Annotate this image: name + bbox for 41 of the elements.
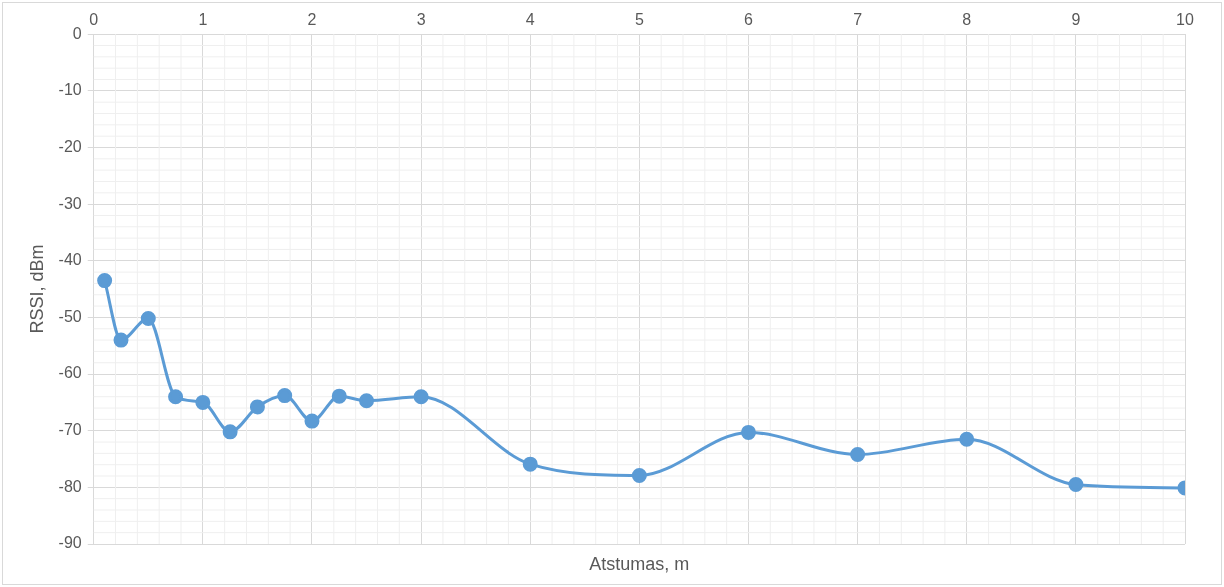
y-tick-label: -80 xyxy=(58,477,82,495)
x-tick-label: 0 xyxy=(89,11,99,29)
y-tick-label: 0 xyxy=(72,24,82,42)
x-tick-label: 5 xyxy=(634,11,644,29)
point xyxy=(168,389,184,405)
y-tick-label: -70 xyxy=(58,421,82,439)
point xyxy=(97,273,113,289)
y-tick-label: -50 xyxy=(58,307,82,325)
y-tick-label: -30 xyxy=(58,194,82,212)
y-tick-label: -40 xyxy=(58,251,82,269)
point xyxy=(850,447,866,462)
y-tick-label: -60 xyxy=(58,364,82,382)
point xyxy=(331,388,347,404)
point xyxy=(522,456,538,472)
point xyxy=(413,389,429,405)
y-tick-label: -90 xyxy=(58,534,82,552)
y-tick-label: -10 xyxy=(58,81,82,99)
x-tick-label: 9 xyxy=(1071,11,1081,29)
point xyxy=(959,431,975,447)
x-tick-label: 4 xyxy=(525,11,535,29)
point xyxy=(359,393,375,409)
point xyxy=(1068,477,1084,493)
point xyxy=(195,394,211,410)
point xyxy=(140,311,156,327)
point xyxy=(304,413,320,429)
x-tick-label: 2 xyxy=(307,11,317,29)
x-tick-label: 3 xyxy=(416,11,426,29)
x-tick-label: 10 xyxy=(1176,11,1194,29)
x-tick-label: 6 xyxy=(744,11,754,29)
point xyxy=(277,388,293,404)
x-axis-title: Atstumas, m xyxy=(589,553,690,574)
point xyxy=(249,399,265,415)
point xyxy=(222,424,238,440)
point xyxy=(740,424,756,440)
x-tick-label: 1 xyxy=(198,11,208,29)
x-tick-label: 7 xyxy=(853,11,863,29)
point xyxy=(631,467,647,483)
point xyxy=(113,332,129,348)
y-tick-label: -20 xyxy=(58,137,82,155)
y-axis-title: RSSI, dBm xyxy=(26,244,47,334)
x-tick-label: 8 xyxy=(962,11,972,29)
